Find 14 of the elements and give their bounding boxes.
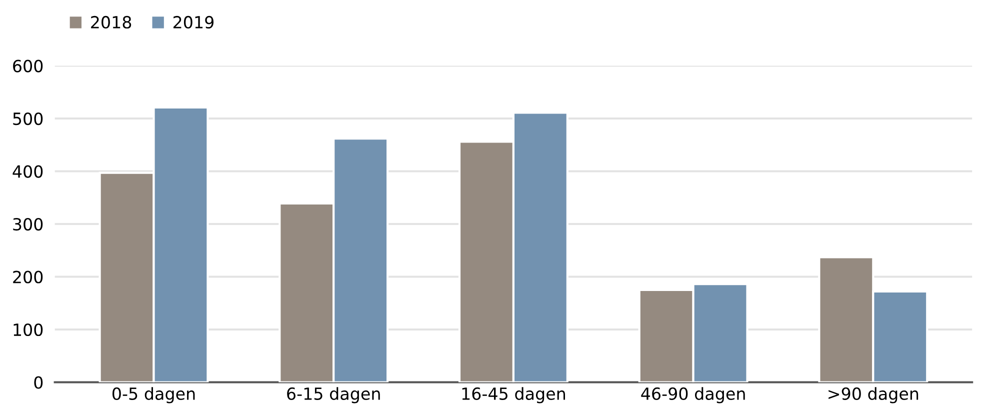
y-tick-label: 200 bbox=[13, 270, 43, 284]
x-tick-label: 46-90 dagen bbox=[641, 387, 745, 404]
x-tick-label: 6-15 dagen bbox=[287, 387, 380, 404]
x-tick-label: 16-45 dagen bbox=[462, 387, 565, 404]
x-tick-label: >90 dagen bbox=[828, 387, 918, 404]
y-tick-label: 500 bbox=[13, 112, 43, 126]
legend-label: 2019 bbox=[173, 16, 214, 29]
y-tick-label: 400 bbox=[12, 165, 43, 178]
y-tick-label: 300 bbox=[13, 218, 43, 231]
x-tick-label: 0-5 dagen bbox=[112, 387, 195, 404]
y-tick-label: 600 bbox=[13, 60, 43, 72]
y-tick-label: 0 bbox=[34, 376, 43, 389]
legend-label: 2018 bbox=[91, 16, 132, 29]
y-tick-label: 100 bbox=[14, 323, 43, 336]
